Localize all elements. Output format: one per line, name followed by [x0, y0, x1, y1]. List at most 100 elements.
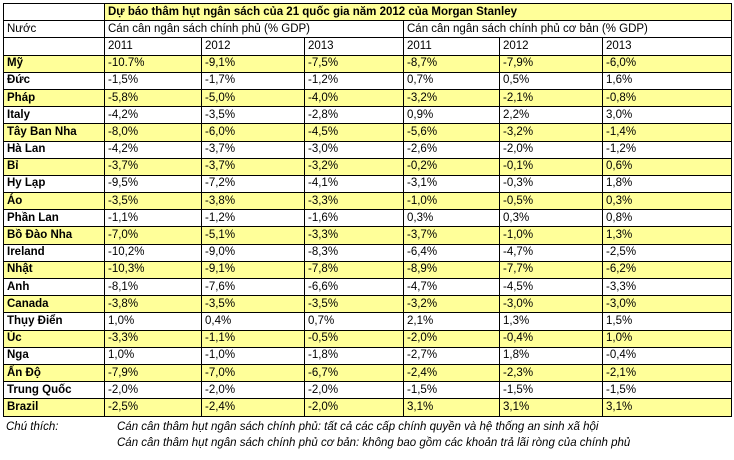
value-cell: -4,7% [499, 243, 603, 262]
value-cell: -3,3% [304, 226, 404, 245]
value-cell: -1,0% [499, 226, 603, 245]
table-row: Anh -8,1% -7,6% -6,6% -4,7% -4,5% -3,3% [3, 277, 732, 297]
value-cell: 0,3% [403, 209, 500, 228]
value-cell: -6,6% [304, 277, 404, 297]
value-cell: -3,7% [104, 157, 202, 176]
value-cell: -2,0% [304, 381, 404, 400]
country-cell: Anh [3, 277, 105, 297]
value-cell: 0,9% [403, 106, 500, 125]
value-cell: -10,2% [104, 243, 202, 262]
value-cell: -0,1% [499, 157, 603, 176]
value-cell: -1,1% [201, 329, 305, 348]
year-header: 2011 [104, 37, 202, 56]
country-cell: Italy [3, 106, 105, 125]
budget-deficit-table: Dự báo thâm hụt ngân sách của 21 quốc gi… [3, 2, 732, 417]
value-cell: -1,0% [201, 346, 305, 365]
value-cell: -3,3% [304, 192, 404, 211]
country-cell: Úc [3, 329, 105, 348]
value-cell: -7,8% [304, 260, 404, 280]
value-cell: -7,9% [499, 54, 603, 73]
country-cell: Nga [3, 346, 105, 365]
value-cell: -3,3% [104, 329, 202, 348]
value-cell: 3,1% [602, 398, 732, 417]
value-cell: -8,0% [104, 123, 202, 142]
value-cell: -9,1% [201, 260, 305, 280]
group1-header: Cán cân ngân sách chính phủ (% GDP) [104, 20, 404, 39]
value-cell: -6,7% [304, 363, 404, 383]
value-cell: 2,2% [499, 106, 603, 125]
country-cell: Áo [3, 192, 105, 211]
value-cell: -3,7% [201, 140, 305, 159]
country-cell: Trung Quốc [3, 381, 105, 400]
value-cell: 1,0% [104, 312, 202, 331]
group2-header: Cán cân ngân sách chính phủ cơ bản (% GD… [403, 20, 732, 39]
value-cell: 1,8% [499, 346, 603, 365]
year-header: 2012 [201, 37, 305, 56]
value-cell: -7,6% [201, 277, 305, 297]
value-cell: 2,1% [403, 312, 500, 331]
year-header: 2011 [403, 37, 500, 56]
value-cell: -4,5% [499, 277, 603, 297]
year-header: 2012 [499, 37, 603, 56]
table-row: Brazil -2,5% -2,4% -2,0% 3,1% 3,1% 3,1% [3, 398, 732, 417]
table-row: Pháp -5,8% -5,0% -4,0% -3,2% -2,1% -0,8% [3, 88, 732, 108]
value-cell: -6,0% [201, 123, 305, 142]
country-cell: Thụy Điển [3, 312, 105, 331]
value-cell: -2,6% [403, 140, 500, 159]
value-cell: 1,8% [602, 174, 732, 194]
value-cell: -5,0% [201, 88, 305, 108]
value-cell: -5,1% [201, 226, 305, 245]
value-cell: -2,5% [104, 398, 202, 417]
country-cell: Hà Lan [3, 140, 105, 159]
year-header: 2013 [602, 37, 732, 56]
value-cell: -2,0% [403, 329, 500, 348]
value-cell: -3,2% [403, 88, 500, 108]
value-cell: 0,7% [304, 312, 404, 331]
value-cell: -1,5% [499, 381, 603, 400]
table-row: Úc -3,3% -1,1% -0,5% -2,0% -0,4% 1,0% [3, 329, 732, 348]
year-row-spacer [3, 37, 105, 56]
value-cell: -4,2% [104, 106, 202, 125]
country-cell: Hy Lạp [3, 174, 105, 194]
value-cell: -3,2% [304, 157, 404, 176]
value-cell: -10.7% [104, 54, 202, 73]
value-cell: -1,7% [201, 71, 305, 90]
value-cell: -1,2% [602, 140, 732, 159]
table-row: Trung Quốc -2,0% -2,0% -2,0% -1,5% -1,5% -1,5% [3, 381, 732, 400]
value-cell: -4,5% [304, 123, 404, 142]
value-cell: -3,7% [201, 157, 305, 176]
value-cell: 1,6% [602, 71, 732, 90]
corner-cell [3, 2, 105, 22]
country-cell: Tây Ban Nha [3, 123, 105, 142]
value-cell: -4,2% [104, 140, 202, 159]
value-cell: -3,5% [201, 295, 305, 314]
country-header: Nước [3, 20, 105, 39]
value-cell: -5,6% [403, 123, 500, 142]
value-cell: -3,5% [104, 192, 202, 211]
value-cell: -2,5% [602, 243, 732, 262]
table-row: Mỹ -10.7% -9,1% -7,5% -8,7% -7,9% -6,0% [3, 54, 732, 73]
value-cell: -3,0% [499, 295, 603, 314]
value-cell: -2,7% [403, 346, 500, 365]
value-cell: -1,1% [104, 209, 202, 228]
value-cell: -5,8% [104, 88, 202, 108]
value-cell: -0,4% [602, 346, 732, 365]
value-cell: -6,2% [602, 260, 732, 280]
value-cell: -1,5% [403, 381, 500, 400]
value-cell: -0,4% [499, 329, 603, 348]
notes-label: Chú thích: [6, 421, 59, 433]
value-cell: -3,3% [602, 277, 732, 297]
value-cell: -3,5% [201, 106, 305, 125]
country-cell: Canada [3, 295, 105, 314]
value-cell: -1,5% [104, 71, 202, 90]
value-cell: 0,8% [602, 209, 732, 228]
country-cell: Bỉ [3, 157, 105, 176]
value-cell: 3,1% [403, 398, 500, 417]
table-row: Áo -3,5% -3,8% -3,3% -1,0% -0,5% 0,3% [3, 192, 732, 211]
value-cell: -2,0% [304, 398, 404, 417]
value-cell: -2,1% [499, 88, 603, 108]
value-cell: -9,1% [201, 54, 305, 73]
value-cell: -7,2% [201, 174, 305, 194]
value-cell: -2,0% [201, 381, 305, 400]
value-cell: -1,6% [304, 209, 404, 228]
